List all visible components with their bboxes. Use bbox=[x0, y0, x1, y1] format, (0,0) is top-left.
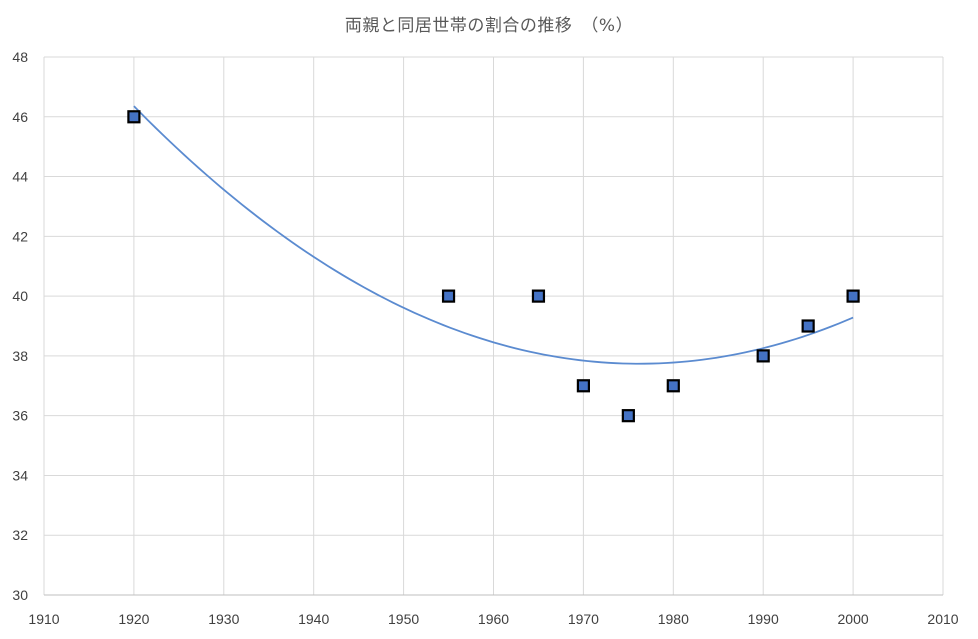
y-tick-label: 40 bbox=[12, 288, 28, 304]
chart-title: 両親と同居世帯の割合の推移 （%） bbox=[344, 16, 634, 36]
y-tick-label: 32 bbox=[12, 527, 28, 543]
y-tick-label: 34 bbox=[12, 467, 28, 483]
x-tick-label: 1950 bbox=[388, 611, 419, 627]
y-tick-label: 42 bbox=[12, 228, 28, 244]
x-tick-label: 2000 bbox=[838, 611, 869, 627]
data-point[interactable] bbox=[801, 319, 815, 333]
x-tick-label: 1930 bbox=[208, 611, 239, 627]
data-point[interactable] bbox=[441, 289, 456, 303]
data-points-layer bbox=[127, 110, 860, 423]
trendline-layer bbox=[133, 105, 854, 365]
y-tick-label: 44 bbox=[12, 169, 28, 185]
trendline bbox=[133, 105, 854, 365]
data-point[interactable] bbox=[846, 289, 860, 303]
data-point[interactable] bbox=[756, 349, 770, 363]
x-tick-label: 2010 bbox=[927, 611, 958, 627]
y-tick-label: 38 bbox=[12, 348, 28, 364]
x-tick-label: 1940 bbox=[298, 611, 329, 627]
x-tick-label: 1910 bbox=[28, 611, 59, 627]
y-tick-label: 46 bbox=[12, 109, 28, 125]
x-tick-label: 1960 bbox=[478, 611, 509, 627]
x-tick-label: 1980 bbox=[658, 611, 689, 627]
data-point[interactable] bbox=[621, 409, 635, 423]
x-tick-label: 1970 bbox=[568, 611, 599, 627]
axis-layer: 1910 1920 1930 1940 1950 1960 1970 1980 1990 2000… bbox=[12, 49, 958, 627]
data-point[interactable] bbox=[666, 379, 680, 393]
x-tick-label: 1920 bbox=[118, 611, 149, 627]
data-point[interactable] bbox=[531, 289, 546, 303]
x-tick-label: 1990 bbox=[748, 611, 779, 627]
y-tick-label: 48 bbox=[12, 49, 28, 65]
y-tick-label: 36 bbox=[12, 408, 28, 424]
data-point[interactable] bbox=[127, 110, 141, 124]
data-point[interactable] bbox=[576, 379, 591, 393]
y-tick-label: 30 bbox=[12, 587, 28, 603]
